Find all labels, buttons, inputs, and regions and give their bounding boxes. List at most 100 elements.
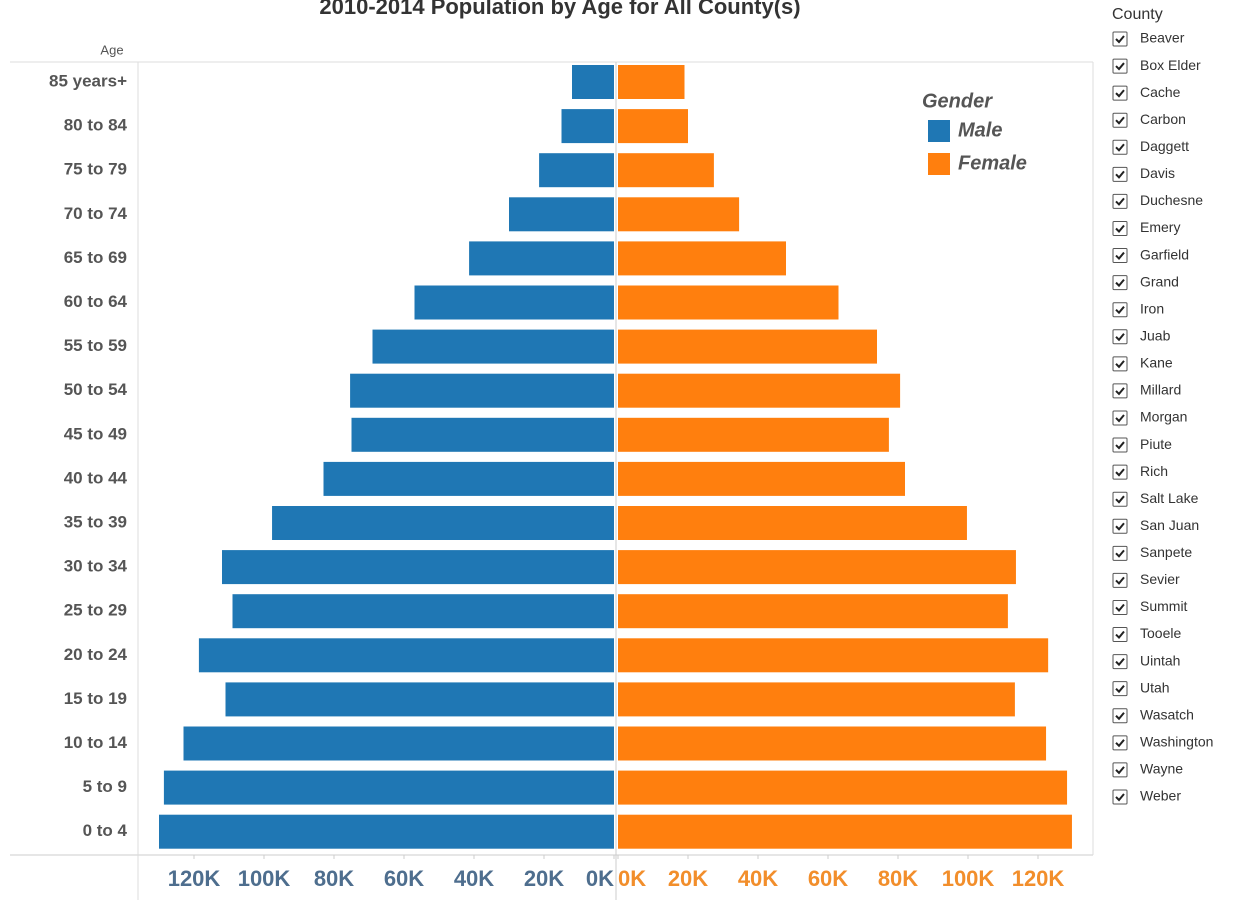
check-icon [1115,712,1125,721]
x-tick-label: 20K [524,866,564,891]
filter-checkbox[interactable] [1112,356,1128,372]
legend-swatch [928,120,950,142]
bar [618,241,786,276]
filter-item: Carbon [1140,111,1186,127]
check-icon [1115,387,1125,396]
filter-item: Millard [1140,382,1181,398]
filter-checkbox[interactable] [1112,735,1128,751]
filter-checkbox[interactable] [1112,572,1128,588]
check-icon [1115,414,1125,423]
check-icon [1115,306,1125,315]
filter-item: Salt Lake [1140,490,1199,506]
filter-checkbox[interactable] [1112,302,1128,318]
bar [618,638,1049,673]
legend-swatch [928,153,950,175]
filter-checkbox[interactable] [1112,329,1128,345]
bar [509,197,614,232]
x-tick-label: 100K [942,866,995,891]
bar [469,241,614,276]
check-icon [1115,739,1125,748]
x-tick-label: 120K [1012,866,1065,891]
filter-checkbox[interactable] [1112,762,1128,778]
filter-item: Morgan [1140,409,1187,425]
y-tick-label: 60 to 64 [64,292,128,311]
bar [618,197,740,232]
filter-checkbox[interactable] [1112,383,1128,399]
filter-checkbox[interactable] [1112,139,1128,155]
filter-checkbox[interactable] [1112,789,1128,805]
filter-checkbox[interactable] [1112,681,1128,697]
check-icon [1115,251,1125,261]
check-icon [1115,630,1125,640]
check-icon [1115,766,1125,775]
filter-item: Kane [1140,355,1173,371]
filter-checkbox[interactable] [1112,654,1128,670]
bar [572,65,614,99]
filter-checkbox[interactable] [1112,708,1128,724]
filter-checkbox[interactable] [1112,248,1128,264]
bar [372,329,614,364]
filter-item: Washington [1140,734,1213,750]
filter-checkbox[interactable] [1112,112,1128,128]
bar [163,770,614,805]
check-icon [1115,685,1125,694]
filter-checkbox[interactable] [1112,545,1128,561]
bar [350,373,614,408]
filter-checkbox[interactable] [1112,437,1128,453]
y-tick-label: 5 to 9 [83,777,127,796]
filter-checkbox[interactable] [1112,31,1128,47]
y-tick-label: 15 to 19 [64,689,127,708]
y-tick-label: 75 to 79 [64,160,127,179]
filter-checkbox[interactable] [1112,193,1128,209]
x-tick-label: 60K [808,866,848,891]
filter-title: County [1112,6,1163,23]
check-icon [1115,549,1125,558]
check-icon [1115,170,1125,179]
filter-item: Tooele [1140,625,1181,641]
filter-item: Daggett [1140,138,1189,154]
bar [618,814,1072,849]
check-icon [1115,35,1125,44]
check-icon [1115,468,1125,477]
bar [618,682,1015,717]
x-tick-label: 80K [878,866,918,891]
bar [618,329,877,364]
filter-checkbox[interactable] [1112,518,1128,534]
filter-checkbox[interactable] [1112,166,1128,182]
filter-checkbox[interactable] [1112,85,1128,101]
check-icon [1115,522,1125,531]
bar [618,285,839,320]
x-tick-label: 20K [668,866,708,891]
bar [618,770,1068,805]
filter-item: Weber [1140,788,1181,804]
filter-checkbox[interactable] [1112,58,1128,74]
bar [183,726,614,761]
legend-title: Gender [922,90,993,112]
filter-checkbox[interactable] [1112,599,1128,615]
check-icon [1115,576,1125,585]
filter-item: Sevier [1140,571,1180,587]
filter-item: Wasatch [1140,706,1194,722]
y-tick-label: 30 to 34 [64,557,128,576]
y-tick-label: 70 to 74 [64,204,128,223]
y-tick-label: 55 to 59 [64,336,127,355]
filter-checkbox[interactable] [1112,275,1128,291]
bar [225,682,614,717]
filter-checkbox[interactable] [1112,464,1128,480]
filter-item: Davis [1140,165,1175,181]
y-tick-label: 20 to 24 [64,645,128,664]
y-tick-label: 40 to 44 [64,468,128,487]
x-tick-label: 0K [618,866,646,891]
check-icon [1115,495,1125,504]
filter-checkbox[interactable] [1112,410,1128,426]
filter-checkbox[interactable] [1112,627,1128,643]
filter-checkbox[interactable] [1112,491,1128,507]
filter-checkbox[interactable] [1112,220,1128,236]
chart-title: 2010-2014 Population by Age for All Coun… [319,0,800,19]
x-tick-label: 40K [738,866,778,891]
check-icon [1115,603,1125,612]
filter-item: San Juan [1140,517,1199,533]
check-icon [1115,278,1125,288]
bar [351,417,614,452]
check-icon [1115,360,1125,369]
